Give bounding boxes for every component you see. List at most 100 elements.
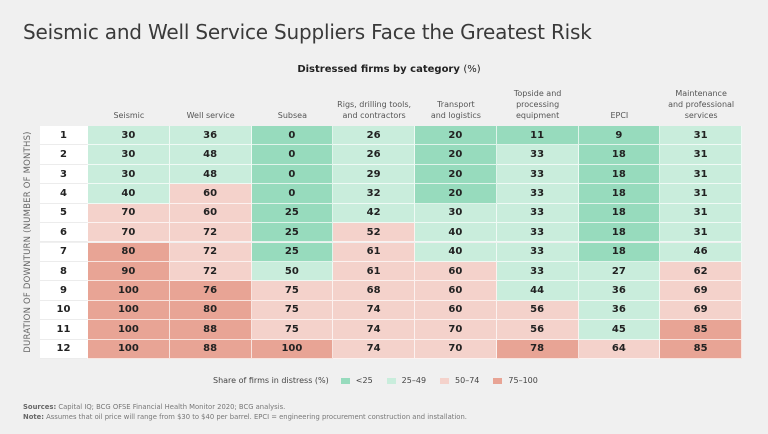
heatmap-cell: 60	[169, 184, 252, 204]
heatmap-cell: 52	[333, 223, 415, 243]
heatmap-cell: 33	[496, 242, 579, 262]
heatmap-grid: 1 30 36 0 26 20 11 9 31 2 30 48 0 26 20 33 18 31 3 30 48 0 29 2…	[40, 126, 742, 359]
heatmap-cell: 62	[660, 261, 742, 282]
heatmap-cell: 26	[333, 145, 415, 165]
column-headers: Seismic Well service Subsea Rigs, drilling …	[88, 84, 742, 124]
heatmap-cell: 74	[333, 320, 415, 340]
heatmap-cell: 50	[251, 261, 334, 282]
subtitle-unit: (%)	[463, 64, 481, 75]
column-header-line: Subsea	[277, 111, 307, 120]
sources-label: Sources:	[23, 403, 57, 411]
heatmap-cell: 48	[169, 164, 252, 185]
heatmap-cell: 31	[660, 126, 742, 146]
heatmap-cell: 27	[578, 261, 661, 282]
heatmap-cell: 70	[415, 339, 497, 359]
page-title: Seismic and Well Service Suppliers Face …	[23, 20, 592, 44]
heatmap-cell: 0	[251, 145, 334, 165]
sources-line: Sources: Capital IQ; BCG OFSE Financial …	[23, 402, 467, 412]
column-header: Maintenance and professional services	[660, 88, 742, 121]
heatmap-cell: 61	[333, 242, 415, 262]
heatmap-cell: 25	[251, 242, 334, 262]
heatmap-cell: 68	[333, 281, 415, 301]
heatmap-cell: 33	[496, 203, 579, 224]
heatmap-cell: 30	[88, 145, 170, 165]
column-header: Rigs, drilling tools, and contractors	[333, 99, 415, 121]
heatmap-cell: 29	[333, 164, 415, 185]
legend-title: Share of firms in distress (%)	[213, 376, 329, 385]
heatmap-cell: 31	[660, 203, 742, 224]
row-label: 11	[40, 320, 88, 340]
heatmap-cell: 30	[88, 164, 170, 185]
heatmap-cell: 0	[251, 184, 334, 204]
heatmap-cell: 88	[169, 339, 252, 359]
legend-swatch	[386, 377, 396, 384]
row-label: 6	[40, 223, 88, 243]
column-header: Topside and processing equipment	[497, 88, 579, 121]
column-header-line: Seismic	[113, 111, 145, 120]
heatmap-cell: 69	[660, 300, 742, 321]
heatmap-cell: 0	[251, 164, 334, 185]
heatmap-cell: 100	[88, 300, 170, 321]
heatmap-cell: 32	[333, 184, 415, 204]
heatmap-cell: 80	[169, 300, 252, 321]
column-header-line: Rigs, drilling tools,	[337, 100, 412, 109]
heatmap-cell: 20	[415, 126, 497, 146]
heatmap-cell: 11	[496, 126, 579, 146]
legend: Share of firms in distress (%) <25 25–49…	[213, 376, 552, 385]
heatmap-cell: 100	[88, 281, 170, 301]
heatmap-cell: 85	[660, 320, 742, 340]
heatmap-cell: 33	[496, 261, 579, 282]
footnotes: Sources: Capital IQ; BCG OFSE Financial …	[23, 402, 467, 422]
heatmap-cell: 70	[88, 223, 170, 243]
heatmap-cell: 33	[496, 184, 579, 204]
column-header-line: processing	[516, 100, 560, 109]
heatmap-cell: 56	[496, 320, 579, 340]
heatmap-cell: 25	[251, 223, 334, 243]
heatmap-cell: 85	[660, 339, 742, 359]
row-label: 5	[40, 203, 88, 224]
heatmap-cell: 74	[333, 300, 415, 321]
heatmap-cell: 70	[415, 320, 497, 340]
heatmap-cell: 70	[88, 203, 170, 224]
heatmap-cell: 33	[496, 223, 579, 243]
legend-label: 25–49	[401, 376, 427, 385]
heatmap-cell: 36	[169, 126, 252, 146]
row-label: 7	[40, 242, 88, 262]
heatmap-cell: 40	[415, 242, 497, 262]
heatmap-cell: 36	[578, 281, 661, 301]
heatmap-cell: 31	[660, 164, 742, 185]
heatmap-cell: 90	[88, 261, 170, 282]
heatmap-cell: 20	[415, 184, 497, 204]
heatmap-cell: 33	[496, 145, 579, 165]
legend-label: 50–74	[455, 376, 480, 385]
heatmap-cell: 60	[169, 203, 252, 224]
sources-text: Capital IQ; BCG OFSE Financial Health Mo…	[56, 403, 286, 411]
heatmap-cell: 20	[415, 164, 497, 185]
heatmap-cell: 26	[333, 126, 415, 146]
column-header-line: services	[684, 111, 718, 120]
row-label: 1	[40, 126, 88, 146]
column-header-line: and logistics	[430, 111, 481, 120]
heatmap-cell: 60	[415, 300, 497, 321]
heatmap-cell: 18	[578, 145, 661, 165]
heatmap-cell: 40	[88, 184, 170, 204]
heatmap-cell: 44	[496, 281, 579, 301]
y-axis-label: DURATION OF DOWNTURN (NUMBER OF MONTHS)	[23, 131, 33, 353]
note-label: Note:	[23, 413, 44, 421]
heatmap-cell: 40	[415, 223, 497, 243]
row-label: 4	[40, 184, 88, 204]
subtitle-text: Distressed firms by category	[297, 64, 460, 75]
heatmap-cell: 42	[333, 203, 415, 224]
heatmap-cell: 100	[88, 320, 170, 340]
column-header: Transport and logistics	[415, 99, 497, 121]
legend-item-50-74: 50–74	[440, 376, 479, 385]
column-header-line: Well service	[186, 111, 235, 120]
heatmap-cell: 33	[496, 164, 579, 185]
heatmap-cell: 0	[251, 126, 334, 146]
heatmap-cell: 46	[660, 242, 742, 262]
heatmap-cell: 18	[578, 203, 661, 224]
row-label: 10	[40, 300, 88, 321]
heatmap-cell: 78	[496, 339, 579, 359]
heatmap-cell: 31	[660, 145, 742, 165]
legend-swatch	[440, 377, 450, 384]
